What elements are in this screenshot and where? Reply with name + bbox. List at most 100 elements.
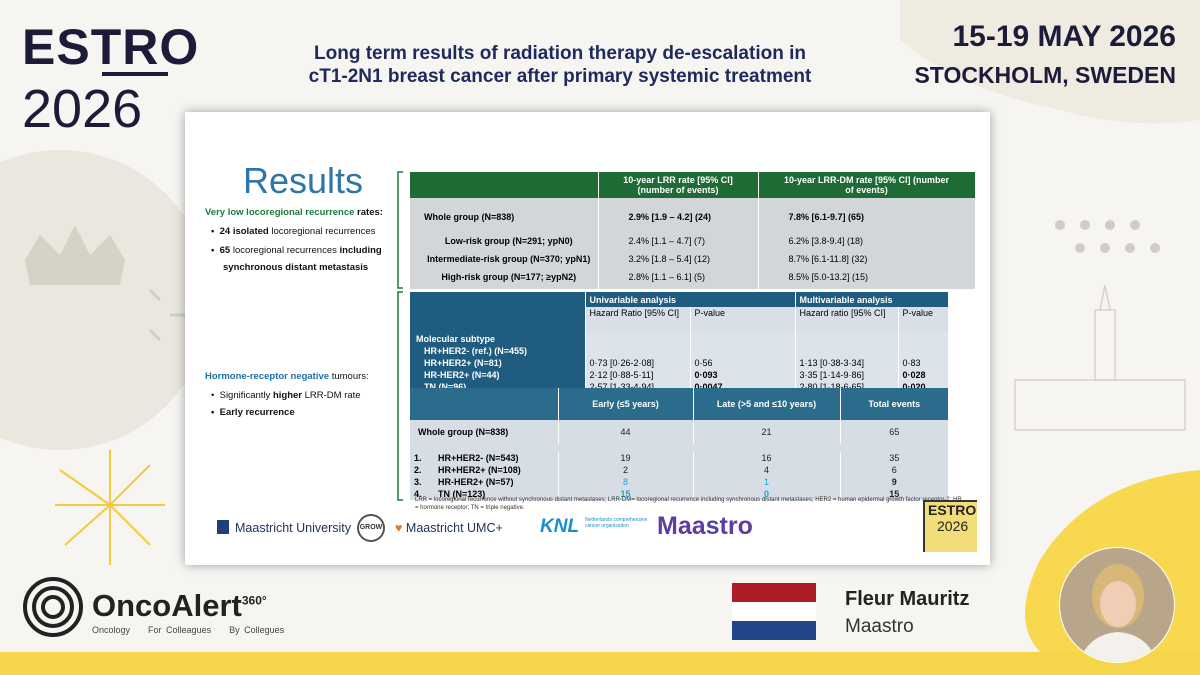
text: OncoAlert	[92, 588, 242, 623]
logo-um: Maastricht University	[235, 521, 351, 535]
slide: Results Very low locoregional recurrence…	[185, 112, 990, 565]
row: Intermediate-risk group (N=370; ypN1) 3.2…	[410, 253, 976, 271]
cell	[584, 345, 690, 357]
cell	[897, 333, 949, 345]
text: including synchronous distant metastasis	[223, 245, 382, 273]
cell: 0·73 [0·26-2·08]	[584, 357, 690, 369]
speaker-name: Fleur Mauritz	[845, 588, 970, 610]
point: Hormone-receptor negative tumours: • Sig…	[205, 370, 405, 419]
header-cell: P-value	[689, 307, 796, 333]
logo-word: ESTRO	[22, 19, 200, 75]
header-cell: Hazard Ratio [95% CI]	[584, 307, 690, 333]
header-cell: Total events	[839, 388, 948, 420]
bullet: • 65 locoregional recurrences including …	[211, 245, 382, 273]
cell: 0·020	[897, 381, 949, 390]
point-heading: Very low locoregional recurrence rates:	[205, 206, 405, 219]
header-cell: P-value	[897, 307, 949, 333]
text: Early recurrence	[219, 407, 295, 418]
cell: 0·83	[897, 357, 949, 369]
row: Molecular subtype	[410, 333, 949, 345]
row-number: 2.	[414, 465, 422, 475]
cell: 2.9% [1.9 – 4.2] (24)	[598, 198, 759, 235]
row-label: HR+HER2+ (N=108)	[438, 465, 521, 475]
row-label: Whole group (N=838)	[418, 427, 509, 437]
cell: 15	[557, 488, 693, 500]
slide-title: Results	[243, 160, 364, 201]
row: 3. HR-HER2+ (N=57) 8 1 9	[410, 476, 948, 488]
row: Low-risk group (N=291; ypN0) 2.4% [1.1 – …	[410, 235, 976, 253]
header-cell: Late (>5 and ≤10 years)	[692, 388, 840, 420]
cell: 16	[692, 448, 840, 464]
cell	[794, 345, 899, 357]
cell: 35	[839, 448, 948, 464]
speaker-photo	[1059, 547, 1175, 663]
text: Maastricht UMC+	[405, 521, 503, 535]
header-row: 10-year LRR rate [95% CI] (number of eve…	[410, 172, 976, 198]
cell	[584, 333, 690, 345]
logo-umc: ♥ Maastricht UMC+	[395, 521, 503, 535]
cell	[410, 307, 585, 333]
header-cell: Early (≤5 years)	[557, 388, 693, 420]
header-cell	[410, 172, 599, 198]
text: locoregional recurrences	[230, 245, 340, 256]
header-row: Early (≤5 years) Late (>5 and ≤10 years) T…	[410, 388, 948, 420]
point: Very low locoregional recurrence rates: …	[205, 206, 405, 276]
cell: 4	[692, 464, 840, 476]
text: LRR-DM rate	[301, 390, 361, 401]
table-hazard: Univariable analysis Multivariable analys…	[410, 292, 949, 390]
row-number: 3.	[414, 477, 422, 487]
row-label: TN (N=123)	[438, 489, 486, 499]
row-number: 4.	[414, 489, 422, 499]
bullet: • Significantly higher LRR-DM rate	[211, 390, 361, 401]
title-line: Long term results of radiation therapy d…	[314, 43, 806, 64]
cell: 2·57 [1·33-4·94]	[584, 381, 690, 390]
table-events: Early (≤5 years) Late (>5 and ≤10 years) T…	[410, 388, 948, 500]
cell: 7.8% [6.1-9.7] (65)	[758, 198, 976, 235]
cell: 0	[692, 488, 840, 500]
group-row: Univariable analysis Multivariable analys…	[410, 292, 949, 307]
text: 65	[219, 245, 231, 256]
label-cell: TN (N=96)	[410, 381, 585, 390]
logo-estro-box: ESTRO 2026	[923, 500, 977, 552]
row: TN (N=96) 2·57 [1·33-4·94] 0·0047 2·80 [1·1…	[410, 381, 949, 390]
cell	[689, 333, 796, 345]
text: 360°	[241, 593, 267, 608]
table: Univariable analysis Multivariable analys…	[410, 292, 949, 390]
cell	[410, 292, 585, 307]
text: higher	[272, 390, 302, 401]
label-cell: Molecular subtype	[410, 333, 585, 345]
point-heading: Hormone-receptor negative tumours:	[205, 370, 405, 383]
title-line: cT1-2N1 breast cancer after primary syst…	[308, 66, 812, 87]
logo-knl: KNL	[540, 516, 580, 537]
row: HR+HER2+ (N=81) 0·73 [0·26-2·08] 0·56 1·13 …	[410, 357, 949, 369]
group-cell: Univariable analysis	[584, 292, 796, 307]
header-cell: 10-year LRR-DM rate [95% CI] (number of …	[758, 172, 976, 198]
row-label: HR+HER2- (N=543)	[438, 453, 519, 463]
cell: 0·028	[897, 369, 949, 381]
cell: 2·12 [0·88-5·11]	[584, 369, 690, 381]
text: For Colleagues	[148, 625, 212, 635]
bullet: • 24 isolated locoregional recurrences	[211, 226, 376, 237]
brand-icon	[23, 577, 83, 637]
text: rates:	[354, 207, 383, 218]
logo-year: 2026	[22, 79, 143, 139]
cell: 1	[692, 476, 840, 488]
cell: 21	[692, 420, 840, 448]
cell	[897, 345, 949, 357]
cell: Low-risk group (N=291; ypN0)	[410, 235, 599, 253]
cell: 2.4% [1.1 – 4.7] (7)	[598, 235, 759, 253]
date: 15-19 MAY 2026	[952, 20, 1176, 53]
label-cell: HR+HER2- (ref.) (N=455)	[410, 345, 585, 357]
cell: 9	[839, 476, 948, 488]
table-lrr: 10-year LRR rate [95% CI] (number of eve…	[410, 172, 976, 289]
footnote: LRR = locoregional recurrence without sy…	[415, 497, 962, 511]
cell	[410, 388, 558, 420]
text: 24 isolated	[219, 226, 269, 237]
cell: 0·093	[689, 369, 796, 381]
bullet: • Early recurrence	[211, 407, 295, 418]
cell	[689, 345, 796, 357]
group-cell: Multivariable analysis	[794, 292, 949, 307]
label-cell: HR+HER2+ (N=81)	[410, 357, 585, 369]
cell: 8	[557, 476, 693, 488]
